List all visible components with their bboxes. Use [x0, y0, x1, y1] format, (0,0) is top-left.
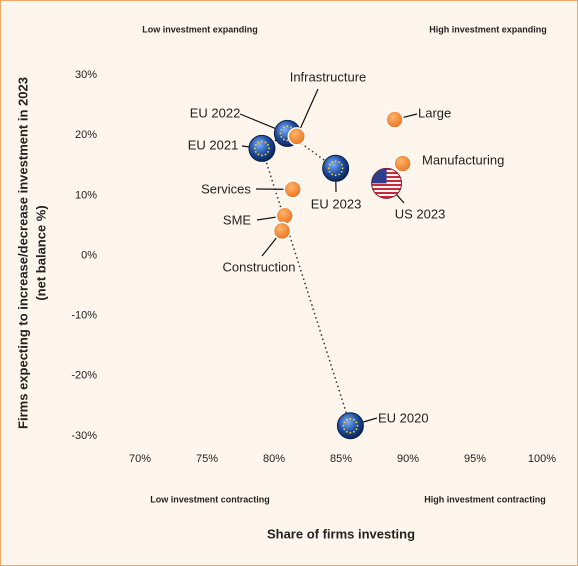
point [275, 206, 294, 226]
globe-star [334, 160, 337, 163]
y-tick-label: -30% [71, 430, 97, 442]
globe-star [267, 144, 269, 146]
globe-star [280, 128, 283, 131]
globe-star [331, 173, 334, 176]
globe-star [328, 170, 331, 173]
globe-star [254, 147, 256, 150]
y-tick-label: 10% [75, 189, 97, 201]
globe-star [257, 153, 260, 156]
point-label: EU 2022 [190, 105, 241, 120]
globe-star [254, 151, 257, 153]
x-tick-label: 90% [397, 453, 419, 465]
x-tick-label: 80% [263, 453, 285, 465]
globe-star [342, 424, 345, 427]
globe-star [345, 430, 348, 433]
annotation: Low investment expanding [142, 24, 258, 34]
annotation: Low investment contracting [150, 494, 270, 504]
globe-star [343, 421, 346, 424]
globe-star [355, 428, 358, 431]
y-axis-title: Firms expecting to increase/decrease inv… [15, 77, 30, 429]
globe-star [267, 151, 269, 153]
point [336, 412, 364, 440]
point [283, 180, 303, 199]
point-label: Infrastructure [290, 69, 367, 84]
y-tick-label: 30% [75, 69, 97, 81]
globe-star [334, 174, 337, 177]
annotation: High investment expanding [429, 24, 547, 34]
x-tick-label: 75% [196, 453, 218, 465]
globe-star [290, 126, 292, 129]
globe-star [338, 161, 341, 164]
globe-star [283, 126, 285, 129]
flag-canton [371, 168, 387, 184]
globe-star [257, 141, 260, 144]
annotation: High investment contracting [424, 494, 546, 504]
point [248, 134, 276, 162]
x-axis-title: Share of firms investing [267, 526, 415, 541]
globe-star [328, 163, 331, 166]
y-tick-label: 20% [75, 129, 97, 141]
globe-star [340, 170, 343, 173]
x-tick-label: 70% [129, 453, 151, 465]
globe-star [254, 144, 257, 146]
point [287, 127, 307, 146]
globe-star [343, 428, 346, 431]
globe-star [345, 418, 348, 421]
globe-star [355, 421, 358, 424]
globe-star [286, 139, 289, 142]
point [272, 221, 292, 241]
point-label: EU 2020 [378, 410, 429, 425]
globe-star [261, 154, 263, 157]
globe-star [349, 417, 352, 420]
globe-star [352, 430, 355, 433]
globe-star [264, 141, 267, 144]
globe-star [349, 431, 352, 434]
y-tick-label: 0% [81, 249, 97, 261]
y-tick-label: -10% [71, 310, 97, 322]
point-label: Manufacturing [422, 152, 504, 167]
point [393, 154, 412, 173]
point-label: EU 2023 [311, 196, 362, 211]
globe-star [338, 173, 341, 176]
point-label: Construction [223, 259, 296, 274]
y-axis-subtitle: (net balance %) [33, 205, 48, 300]
globe-star [264, 153, 267, 156]
globe-star [327, 167, 330, 170]
globe-star [331, 161, 334, 164]
globe-star [268, 147, 270, 150]
point-label: EU 2021 [188, 137, 239, 152]
globe-star [283, 138, 285, 141]
globe-star [261, 140, 263, 143]
globe-star [340, 163, 343, 166]
x-tick-label: 85% [330, 453, 352, 465]
point [322, 154, 350, 182]
point-label: Large [418, 105, 451, 120]
globe-star [286, 125, 289, 128]
globe-star [279, 132, 282, 135]
point-label: Services [201, 181, 251, 196]
globe-star [280, 135, 283, 138]
x-tick-label: 100% [528, 453, 556, 465]
point-label: US 2023 [395, 206, 446, 221]
globe-star [352, 418, 355, 421]
marks [248, 110, 412, 440]
y-tick-label: -20% [71, 370, 97, 382]
point-label: SME [223, 212, 252, 227]
x-tick-label: 95% [464, 453, 486, 465]
globe-star [356, 424, 359, 427]
point [385, 110, 404, 129]
globe-star [341, 167, 344, 170]
